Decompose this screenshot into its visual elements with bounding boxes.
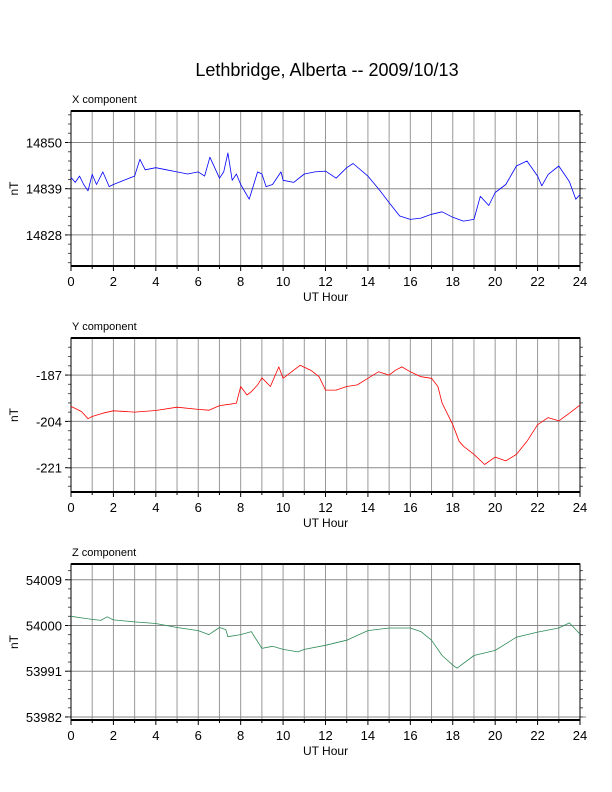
x-tick-label: 6 [195,274,202,289]
y-tick-label: 53991 [26,664,62,679]
x-tick-label: 10 [276,274,290,289]
x-tick-label: 2 [110,500,117,515]
x-tick-label: 20 [488,274,502,289]
x-tick-label: 24 [573,274,587,289]
x-tick-label: 22 [530,274,544,289]
x-axis-label: UT Hour [303,290,348,304]
x-tick-label: 2 [110,274,117,289]
x-tick-label: 12 [318,274,332,289]
x-tick-label: 16 [403,274,417,289]
series-line-y [70,364,581,465]
x-tick-label: 8 [237,274,244,289]
panel-label: Y component [72,321,137,333]
y-tick-label: 14828 [26,228,62,243]
x-tick-label: 10 [276,728,290,743]
x-tick-label: 12 [318,500,332,515]
y-tick-label: -187 [36,368,62,383]
x-tick-label: 6 [195,500,202,515]
x-tick-label: 22 [530,728,544,743]
x-tick-label: 24 [573,500,587,515]
y-axis-label: nT [7,407,21,422]
y-tick-label: 14850 [26,136,62,151]
x-tick-label: 16 [403,500,417,515]
panel-label: X component [72,94,137,106]
series-line-z [70,615,581,669]
y-tick-label: 14839 [26,182,62,197]
x-tick-label: 0 [67,728,74,743]
x-tick-label: 8 [237,500,244,515]
x-tick-label: 14 [361,728,375,743]
y-tick-label: -204 [36,414,62,429]
x-axis-label: UT Hour [303,516,348,530]
x-axis-label: UT Hour [303,744,348,758]
x-tick-label: 12 [318,728,332,743]
x-tick-label: 2 [110,728,117,743]
x-tick-label: 0 [67,500,74,515]
x-tick-label: 22 [530,500,544,515]
y-tick-label: 54000 [26,618,62,633]
x-tick-label: 24 [573,728,587,743]
x-tick-label: 4 [152,274,159,289]
series-line-x [70,152,581,222]
x-tick-label: 14 [361,500,375,515]
y-tick-label: 54009 [26,573,62,588]
y-tick-label: -221 [36,461,62,476]
panel-label: Z component [72,547,136,559]
x-tick-label: 18 [446,728,460,743]
y-axis-label: nT [7,181,21,196]
y-tick-label: 53982 [26,710,62,725]
x-tick-label: 8 [237,728,244,743]
x-tick-label: 18 [446,500,460,515]
x-tick-label: 6 [195,728,202,743]
x-tick-label: 18 [446,274,460,289]
x-tick-label: 20 [488,728,502,743]
x-tick-label: 10 [276,500,290,515]
y-axis-label: nT [7,634,21,649]
x-tick-label: 14 [361,274,375,289]
x-tick-label: 4 [152,728,159,743]
chart-title: Lethbridge, Alberta -- 2009/10/13 [195,60,458,80]
x-tick-label: 20 [488,500,502,515]
x-tick-label: 0 [67,274,74,289]
x-tick-label: 4 [152,500,159,515]
x-tick-label: 16 [403,728,417,743]
